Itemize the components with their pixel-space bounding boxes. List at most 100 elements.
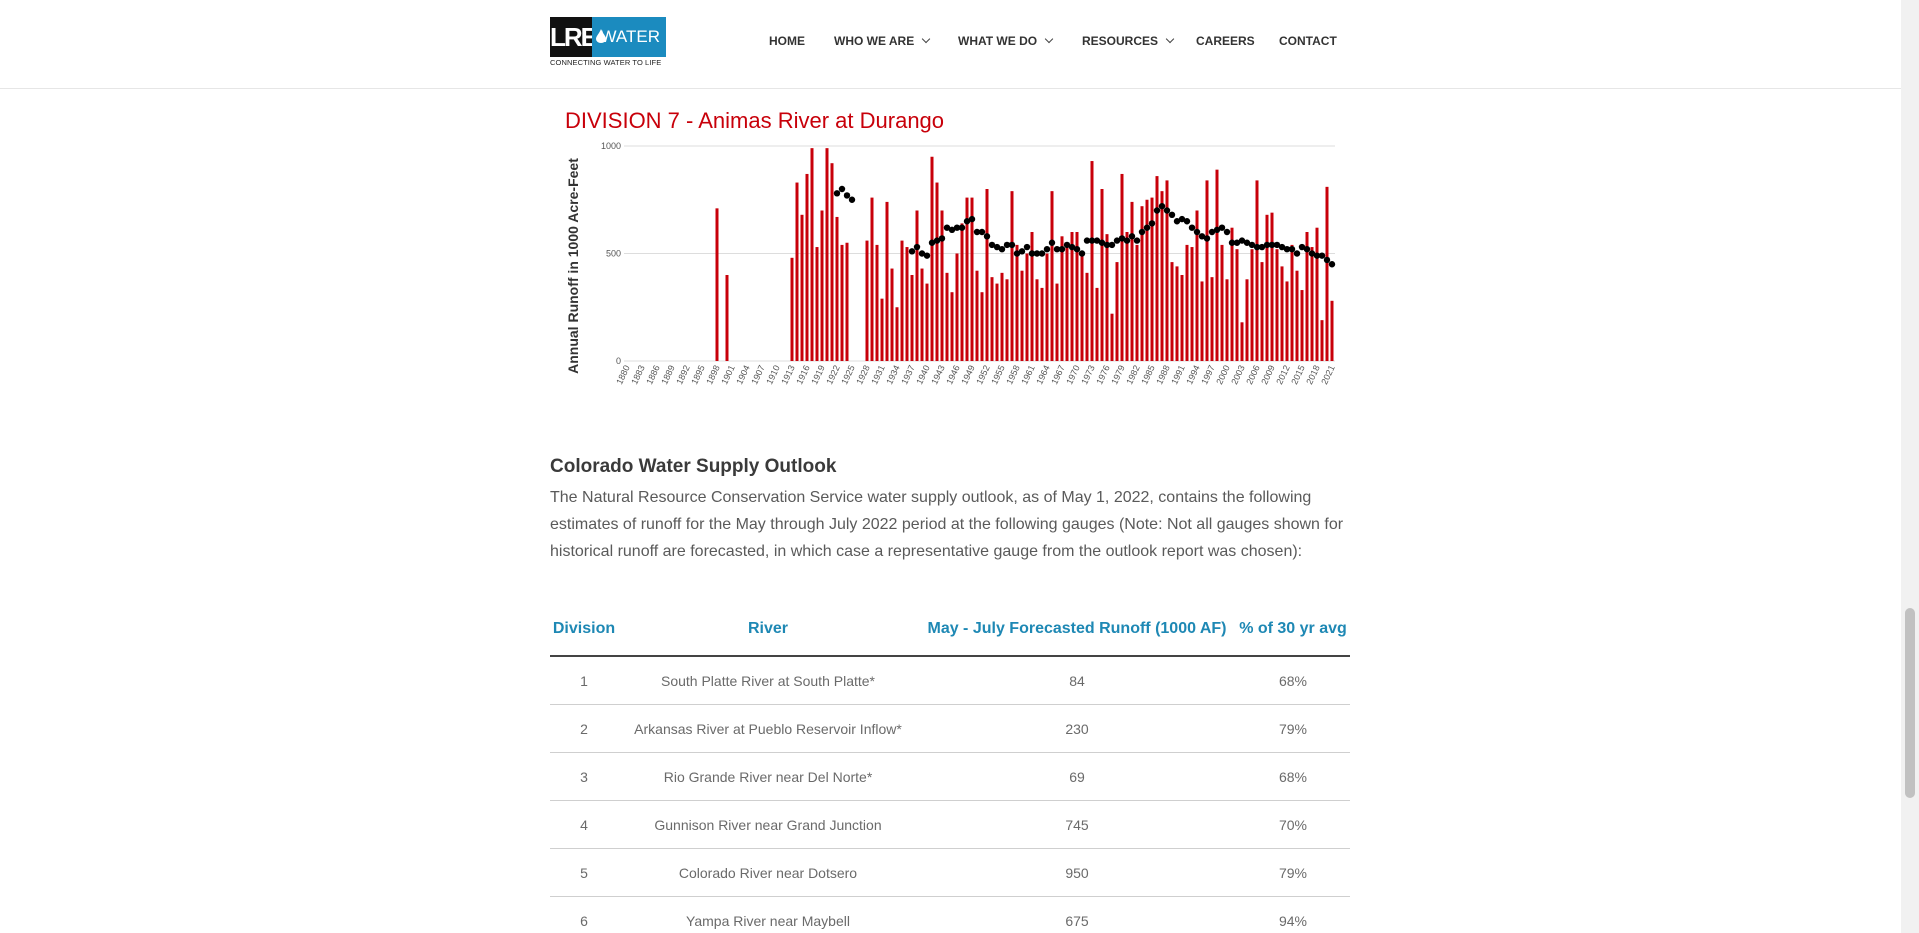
average-dot: [1083, 237, 1091, 244]
average-dot: [1183, 218, 1191, 225]
y-tick-label: 1000: [601, 141, 621, 151]
average-dot: [848, 196, 856, 203]
bar: [1005, 279, 1009, 361]
table-cell: 68%: [1236, 656, 1350, 705]
bar: [805, 173, 809, 361]
bar: [1235, 249, 1239, 361]
bar: [790, 257, 794, 361]
nav-label: CONTACT: [1279, 34, 1337, 48]
bar: [1220, 244, 1224, 361]
bar: [1115, 262, 1119, 361]
table-row: 4 Gunnison River near Grand Junction 745 70…: [550, 800, 1350, 849]
average-dot: [1313, 252, 1321, 259]
bar: [1150, 197, 1154, 361]
bar: [1330, 300, 1334, 361]
bar: [1300, 290, 1304, 361]
bar: [1080, 253, 1084, 361]
bar: [1100, 189, 1104, 361]
bar: [950, 292, 954, 361]
table-row: 6 Yampa River near Maybell 675 94%: [550, 896, 1350, 933]
average-dot: [1013, 250, 1021, 257]
bar: [1015, 244, 1019, 361]
bar: [1120, 173, 1124, 361]
bar: [875, 244, 879, 361]
bar: [965, 197, 969, 361]
table-cell: 68%: [1236, 752, 1350, 801]
bar: [825, 148, 829, 361]
forecast-table: Division River May - July Forecasted Runof…: [550, 603, 1350, 933]
average-dot: [1018, 248, 1026, 255]
average-dot: [993, 243, 1001, 251]
logo[interactable]: LRE WATER CONNECTING WATER TO LIFE: [550, 17, 668, 69]
average-dot: [1093, 237, 1101, 244]
paragraph: The Natural Resource Conservation Servic…: [550, 489, 1344, 560]
nav-item[interactable]: HOME: [769, 34, 805, 48]
bar: [1175, 266, 1179, 361]
nav-chevron: [1044, 34, 1054, 44]
average-dot: [1258, 243, 1266, 251]
bar: [985, 189, 989, 361]
bar: [960, 223, 964, 361]
table-row: 1 South Platte River at South Platte* 84 68…: [550, 656, 1350, 705]
average-dot: [963, 218, 971, 225]
bar: [1145, 199, 1149, 361]
scrollbar[interactable]: [1901, 0, 1919, 933]
bar: [1195, 210, 1199, 361]
bar: [800, 214, 804, 361]
bar: [1250, 249, 1254, 361]
logo-drop: [596, 29, 606, 43]
average-dot: [1058, 246, 1066, 253]
average-dot: [1023, 243, 1031, 251]
table-cell: 4: [550, 800, 618, 849]
logo-tagline: CONNECTING WATER TO LIFE: [550, 58, 662, 67]
bar: [1165, 180, 1169, 361]
bar: [975, 270, 979, 361]
nav-label: RESOURCES: [1082, 34, 1159, 48]
bar: [1160, 191, 1164, 361]
average-dot: [1073, 246, 1081, 253]
average-dot: [908, 248, 916, 255]
table-cell: 950: [918, 848, 1236, 897]
section-heading: Colorado Water Supply Outlook: [550, 456, 837, 477]
bar: [795, 182, 799, 361]
table-cell: Gunnison River near Grand Junction: [618, 800, 918, 849]
table-cell: Arkansas River at Pueblo Reservoir Inflo…: [618, 704, 918, 753]
scroll-thumb[interactable]: [1905, 608, 1915, 798]
bar: [715, 208, 719, 361]
bar: [900, 240, 904, 361]
average-dot: [1328, 261, 1336, 268]
average-dot: [1223, 228, 1231, 236]
nav-item[interactable]: CONTACT: [1279, 34, 1337, 48]
logo-mark: LRE: [550, 17, 598, 57]
nav-item[interactable]: WHO WE ARE: [834, 34, 931, 48]
average-dot: [928, 239, 936, 246]
average-dot: [1273, 241, 1281, 249]
table-cell: 3: [550, 752, 618, 801]
nav-item[interactable]: RESOURCES: [1082, 34, 1175, 48]
bar: [1245, 279, 1249, 361]
bar: [905, 247, 909, 361]
bar: [1185, 244, 1189, 361]
average-dot: [1243, 239, 1251, 246]
nav-item[interactable]: WHAT WE DO: [958, 34, 1054, 48]
bar: [945, 272, 949, 361]
bar: [1030, 232, 1034, 361]
table-cell: Rio Grande River near Del Norte*: [618, 752, 918, 801]
average-dot: [1143, 224, 1151, 231]
bar: [1050, 191, 1054, 361]
bar: [980, 292, 984, 361]
bar: [1200, 281, 1204, 361]
table-row: 2 Arkansas River at Pueblo Reservoir Infl…: [550, 704, 1350, 753]
bar: [870, 197, 874, 361]
table-cell: 79%: [1236, 704, 1350, 753]
table-cell: Yampa River near Maybell: [618, 896, 918, 933]
nav-chevron: [921, 34, 931, 44]
table-cell: 70%: [1236, 800, 1350, 849]
bar: [1105, 234, 1109, 361]
bar: [995, 283, 999, 361]
average-dot: [1103, 241, 1111, 249]
bar: [1225, 279, 1229, 361]
average-dot: [1158, 203, 1166, 210]
bar: [845, 242, 849, 361]
nav-item[interactable]: CAREERS: [1196, 34, 1255, 48]
